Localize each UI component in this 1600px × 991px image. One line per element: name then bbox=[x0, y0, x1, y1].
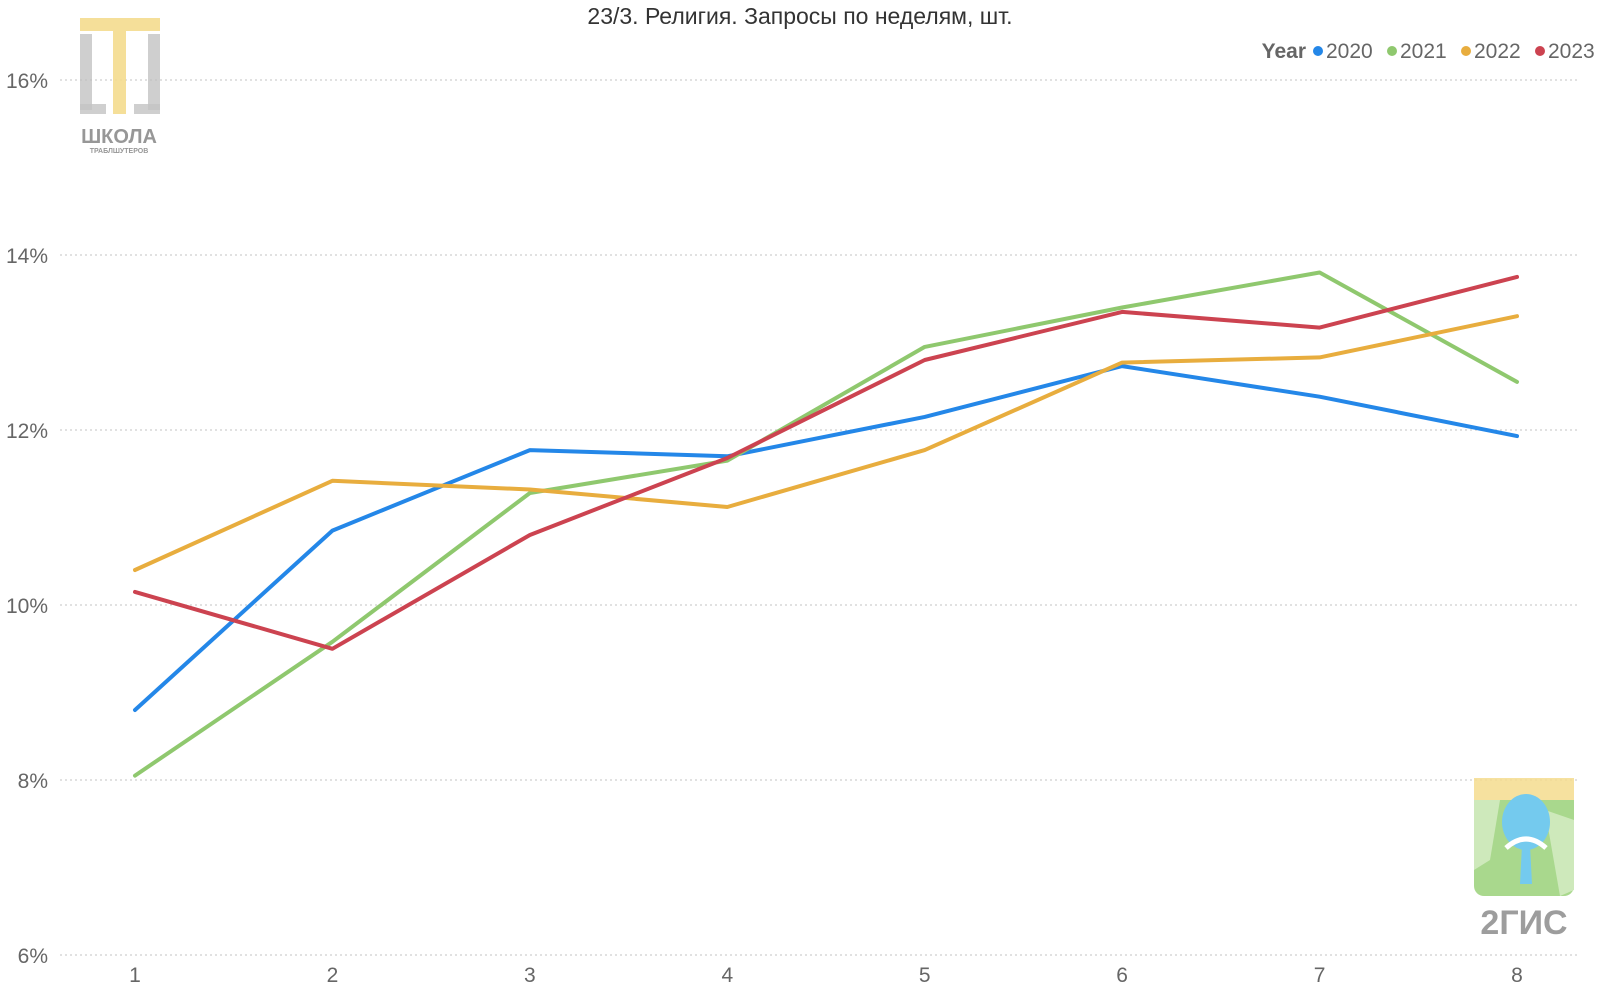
legend-marker-2022 bbox=[1461, 46, 1471, 56]
y-tick-label: 8% bbox=[18, 770, 48, 793]
legend-marker-2020 bbox=[1313, 46, 1323, 56]
shkola-logo-subtitle: ТРАБЛШУТЕРОВ bbox=[90, 148, 149, 155]
x-tick-label: 4 bbox=[721, 964, 733, 987]
series-lines bbox=[133, 270, 1519, 778]
series-line-2020 bbox=[133, 364, 1519, 712]
legend: Year 2020 2021 2022 2023 bbox=[1262, 40, 1595, 63]
x-tick-label: 6 bbox=[1116, 964, 1128, 987]
legend-label-2020: 2020 bbox=[1326, 40, 1373, 63]
legend-label-2021: 2021 bbox=[1400, 40, 1447, 63]
x-tick-label: 8 bbox=[1511, 964, 1523, 987]
y-tick-label: 6% bbox=[18, 945, 48, 968]
x-tick-label: 7 bbox=[1314, 964, 1326, 987]
legend-marker-2023 bbox=[1535, 46, 1545, 56]
legend-title: Year bbox=[1262, 40, 1306, 63]
x-tick-label: 5 bbox=[919, 964, 931, 987]
chart-title: 23/3. Религия. Запросы по неделям, шт. bbox=[587, 3, 1012, 29]
y-tick-label: 14% bbox=[6, 245, 48, 268]
x-tick-label: 2 bbox=[327, 964, 339, 987]
2gis-logo: 2ГИС bbox=[1474, 778, 1574, 942]
legend-label-2023: 2023 bbox=[1548, 40, 1595, 63]
shkola-logo: ШКОЛА ТРАБЛШУТЕРОВ bbox=[80, 18, 160, 155]
legend-label-2022: 2022 bbox=[1474, 40, 1521, 63]
shkola-logo-label: ШКОЛА bbox=[81, 126, 157, 148]
series-line-2022 bbox=[133, 314, 1519, 572]
x-axis-ticks: 1 2 3 4 5 6 7 8 bbox=[129, 964, 1523, 987]
y-tick-label: 16% bbox=[6, 70, 48, 93]
2gis-logo-label: 2ГИС bbox=[1480, 904, 1567, 942]
x-tick-label: 3 bbox=[524, 964, 536, 987]
legend-marker-2021 bbox=[1387, 46, 1397, 56]
y-tick-label: 10% bbox=[6, 595, 48, 618]
series-line-2023 bbox=[133, 274, 1519, 651]
y-tick-label: 12% bbox=[6, 420, 48, 443]
gridlines bbox=[60, 79, 1580, 956]
x-tick-label: 1 bbox=[129, 964, 141, 987]
y-axis-ticks: 6% 8% 10% 12% 14% 16% bbox=[6, 70, 48, 968]
series-line-2021 bbox=[133, 270, 1519, 778]
